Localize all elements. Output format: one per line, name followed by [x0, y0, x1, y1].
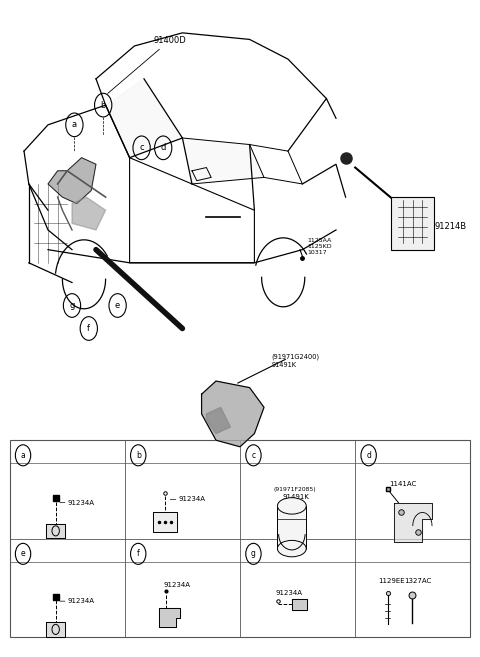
Text: 1129EE: 1129EE: [378, 578, 405, 585]
Polygon shape: [48, 158, 96, 204]
Text: b: b: [136, 451, 141, 460]
Text: (91971G2400): (91971G2400): [271, 353, 319, 359]
Text: 91234A: 91234A: [164, 581, 191, 588]
Text: 1327AC: 1327AC: [405, 578, 432, 585]
Text: 91234A: 91234A: [276, 589, 302, 596]
Text: e: e: [115, 301, 120, 310]
Polygon shape: [202, 381, 264, 447]
Bar: [277, 506, 306, 549]
Text: g: g: [251, 549, 256, 558]
Polygon shape: [394, 503, 432, 542]
Polygon shape: [182, 138, 264, 184]
FancyBboxPatch shape: [391, 197, 434, 250]
Text: d: d: [366, 451, 371, 460]
Text: (91971F2085): (91971F2085): [274, 487, 316, 492]
Ellipse shape: [277, 498, 306, 514]
Polygon shape: [292, 599, 307, 610]
Text: b: b: [100, 101, 106, 110]
Text: 91234A: 91234A: [179, 496, 205, 503]
Text: 91491K: 91491K: [282, 494, 309, 501]
Text: a: a: [21, 451, 25, 460]
Bar: [10, 440, 470, 637]
Polygon shape: [153, 512, 177, 532]
Polygon shape: [206, 407, 230, 434]
Polygon shape: [159, 608, 180, 627]
Text: 91234A: 91234A: [68, 499, 95, 506]
Text: a: a: [72, 120, 77, 129]
Polygon shape: [72, 197, 106, 230]
Text: g: g: [69, 301, 75, 310]
Polygon shape: [46, 622, 65, 637]
Ellipse shape: [277, 541, 306, 557]
Polygon shape: [46, 524, 65, 538]
Text: c: c: [252, 451, 255, 460]
Text: 91214B: 91214B: [434, 222, 467, 231]
Text: 1125AA
1125KD
10317: 1125AA 1125KD 10317: [307, 238, 332, 255]
Text: 91234A: 91234A: [68, 598, 95, 604]
Text: 1141AC: 1141AC: [389, 481, 416, 487]
Text: e: e: [21, 549, 25, 558]
Text: f: f: [137, 549, 140, 558]
Text: d: d: [160, 143, 166, 152]
Polygon shape: [106, 79, 182, 158]
Text: c: c: [139, 143, 144, 152]
Text: 91400D: 91400D: [108, 35, 186, 93]
Text: 91491K: 91491K: [271, 361, 296, 368]
Text: f: f: [87, 324, 90, 333]
